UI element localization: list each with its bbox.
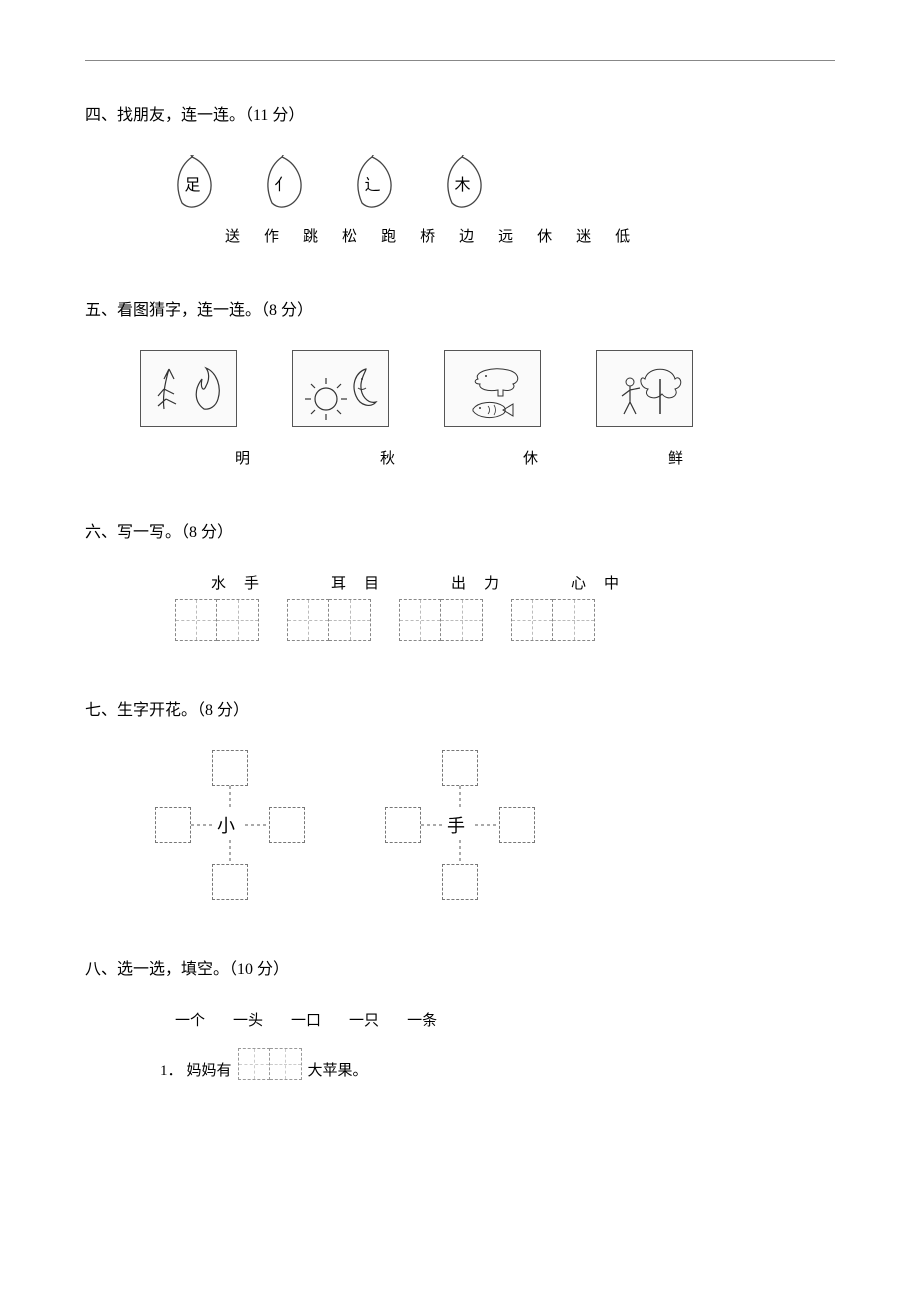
tian-pair	[175, 599, 259, 641]
cross-diagram-2: 手	[385, 750, 535, 900]
s6-pair-label: 出 力	[415, 572, 535, 593]
s6-char: 力	[484, 572, 499, 593]
cross-box-top[interactable]	[442, 750, 478, 786]
option-item: 一只	[349, 1009, 379, 1030]
cross-box-top[interactable]	[212, 750, 248, 786]
s6-char: 出	[451, 572, 466, 593]
cross-box-bottom[interactable]	[442, 864, 478, 900]
tian-pair	[511, 599, 595, 641]
leaf-char-1: 足	[184, 171, 200, 195]
section-7-title: 七、生字开花。（8 分）	[85, 696, 835, 720]
s6-char: 水	[211, 572, 226, 593]
char-item: 边	[459, 225, 474, 246]
label-xian: 鲜	[668, 447, 683, 468]
char-item: 休	[537, 225, 552, 246]
tian-cell[interactable]	[175, 599, 217, 641]
char-item: 松	[342, 225, 357, 246]
s6-label-row: 水 手 耳 目 出 力 心 中	[175, 572, 835, 593]
leaf-char-4: 木	[454, 171, 470, 195]
q1-post-text: 大苹果。	[308, 1059, 368, 1080]
s6-char: 手	[244, 572, 259, 593]
pic-grain-fire	[140, 350, 237, 427]
tian-cell[interactable]	[511, 599, 553, 641]
tian-cell[interactable]	[287, 599, 329, 641]
tian-cell[interactable]	[270, 1048, 302, 1080]
cross-center-char: 手	[447, 812, 465, 838]
s6-char: 目	[364, 572, 379, 593]
s6-pair-label: 耳 目	[295, 572, 415, 593]
tian-cell[interactable]	[238, 1048, 270, 1080]
pic-person-tree	[596, 350, 693, 427]
char-item: 跳	[303, 225, 318, 246]
label-qiu: 秋	[380, 447, 395, 468]
char-item: 桥	[420, 225, 435, 246]
s6-char: 中	[604, 572, 619, 593]
section-8-body: 一个 一头 一口 一只 一条 1． 妈妈有 大苹果。	[85, 1009, 835, 1080]
tian-pair	[399, 599, 483, 641]
cross-box-left[interactable]	[385, 807, 421, 843]
tian-pair	[287, 599, 371, 641]
tian-cell[interactable]	[217, 599, 259, 641]
s6-char: 耳	[331, 572, 346, 593]
leaf-char-2: 亻	[274, 171, 290, 195]
char-item: 作	[264, 225, 279, 246]
cross-box-bottom[interactable]	[212, 864, 248, 900]
section-4-char-row: 送 作 跳 松 跑 桥 边 远 休 迷 低	[225, 225, 835, 246]
s6-grid-row	[175, 599, 835, 641]
section-5-body: 明 秋 休 鲜	[85, 350, 835, 468]
option-item: 一头	[233, 1009, 263, 1030]
pic-sun-moon	[292, 350, 389, 427]
section-4-title: 四、找朋友，连一连。（11 分）	[85, 101, 835, 125]
cross-center-char: 小	[217, 812, 235, 838]
section-5-labels: 明 秋 休 鲜	[235, 447, 835, 468]
leaf-2: 亻	[260, 155, 305, 210]
top-rule	[85, 60, 835, 61]
s6-char: 心	[571, 572, 586, 593]
s6-pair-label: 心 中	[535, 572, 655, 593]
cross-box-right[interactable]	[269, 807, 305, 843]
char-item: 送	[225, 225, 240, 246]
option-item: 一口	[291, 1009, 321, 1030]
s8-options-row: 一个 一头 一口 一只 一条	[175, 1009, 835, 1030]
char-item: 低	[615, 225, 630, 246]
cross-box-right[interactable]	[499, 807, 535, 843]
pic-sheep-fish	[444, 350, 541, 427]
answer-blank[interactable]	[238, 1048, 302, 1080]
leaf-row: 足 亻 辶 木	[170, 155, 835, 210]
label-xiu: 休	[523, 447, 538, 468]
leaf-1: 足	[170, 155, 215, 210]
tian-cell[interactable]	[553, 599, 595, 641]
section-6-body: 水 手 耳 目 出 力 心 中	[175, 572, 835, 641]
char-item: 跑	[381, 225, 396, 246]
char-item: 远	[498, 225, 513, 246]
leaf-char-3: 辶	[364, 171, 380, 195]
cross-diagram-1: 小	[155, 750, 305, 900]
section-8-title: 八、选一选，填空。（10 分）	[85, 955, 835, 979]
option-item: 一个	[175, 1009, 205, 1030]
page: 四、找朋友，连一连。（11 分） 足 亻 辶 木 送 作 跳 松	[0, 0, 920, 1120]
picture-row	[140, 350, 835, 427]
char-item: 迷	[576, 225, 591, 246]
cross-box-left[interactable]	[155, 807, 191, 843]
s6-pair-label: 水 手	[175, 572, 295, 593]
leaf-4: 木	[440, 155, 485, 210]
option-item: 一条	[407, 1009, 437, 1030]
label-ming: 明	[235, 447, 250, 468]
section-6-title: 六、写一写。（8 分）	[85, 518, 835, 542]
tian-cell[interactable]	[329, 599, 371, 641]
q1-number: 1．	[160, 1059, 183, 1080]
leaf-3: 辶	[350, 155, 395, 210]
section-7-body: 小 手	[155, 750, 835, 900]
section-5-title: 五、看图猜字，连一连。（8 分）	[85, 296, 835, 320]
section-4-body: 足 亻 辶 木 送 作 跳 松 跑 桥 边 远 休 迷	[155, 155, 835, 246]
tian-cell[interactable]	[441, 599, 483, 641]
s8-question-1: 1． 妈妈有 大苹果。	[160, 1048, 835, 1080]
q1-pre-text: 妈妈有	[187, 1059, 232, 1080]
tian-cell[interactable]	[399, 599, 441, 641]
